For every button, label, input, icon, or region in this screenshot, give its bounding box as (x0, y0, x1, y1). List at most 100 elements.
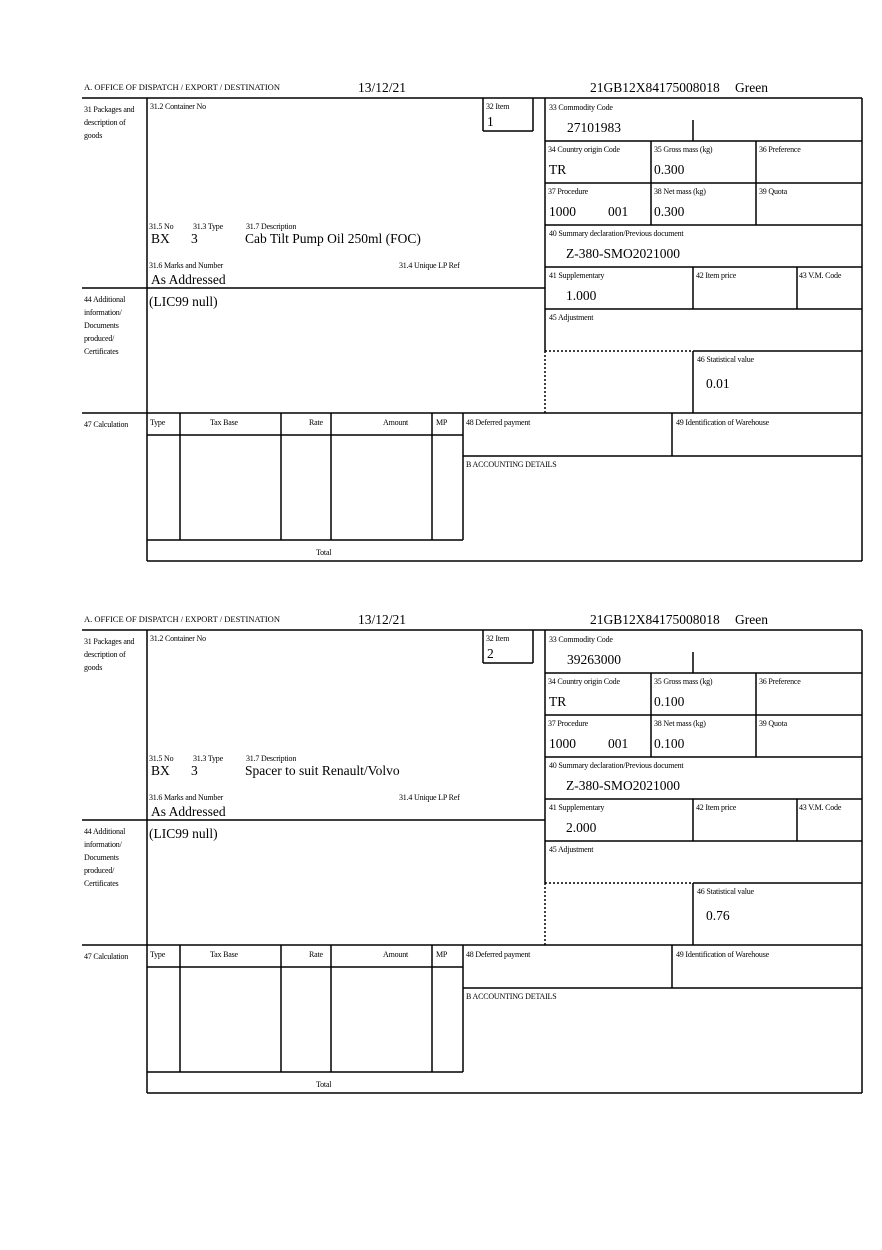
reference-number: 21GB12X84175008018 (590, 612, 720, 627)
label-37: 37 Procedure (548, 187, 589, 196)
col-rate: Rate (309, 418, 323, 427)
procedure-extra: 001 (608, 204, 629, 219)
item-declaration-block: A. OFFICE OF DISPATCH / EXPORT / DESTINA… (0, 0, 882, 570)
label-47: 47 Calculation (84, 952, 129, 961)
item-number: 2 (487, 646, 494, 661)
label-44: 44 Additional information/ Documents pro… (84, 295, 126, 356)
label-41: 41 Supplementary (549, 271, 605, 280)
label-34: 34 Country origin Code (548, 677, 620, 686)
statistical-value: 0.76 (706, 908, 730, 923)
supplementary: 2.000 (566, 820, 597, 835)
net-mass: 0.100 (654, 736, 685, 751)
label-39: 39 Quota (759, 719, 787, 728)
status: Green (735, 80, 768, 95)
label-31-7: 31.7 Description (246, 222, 297, 231)
label-38: 38 Net mass (kg) (654, 187, 706, 196)
office-heading: A. OFFICE OF DISPATCH / EXPORT / DESTINA… (84, 614, 280, 624)
additional-info: (LIC99 null) (149, 294, 218, 309)
gross-mass: 0.300 (654, 162, 685, 177)
commodity-code: 27101983 (567, 120, 621, 135)
label-35: 35 Gross mass (kg) (654, 145, 713, 154)
label-31-2: 31.2 Container No (150, 102, 206, 111)
label-46: 46 Statistical value (697, 887, 754, 896)
label-31-packages: 31 Packages and description of goods (84, 637, 135, 672)
label-46: 46 Statistical value (697, 355, 754, 364)
country-origin: TR (549, 694, 567, 709)
procedure-extra: 001 (608, 736, 629, 751)
col-mp: MP (436, 950, 448, 959)
date: 13/12/21 (358, 612, 407, 627)
label-31-packages: 31 Packages and description of goods (84, 105, 135, 140)
label-31-6: 31.6 Marks and Number (149, 793, 224, 802)
label-36: 36 Preference (759, 677, 801, 686)
procedure: 1000 (549, 736, 576, 751)
label-38: 38 Net mass (kg) (654, 719, 706, 728)
statistical-value: 0.01 (706, 376, 730, 391)
col-tax-base: Tax Base (210, 950, 238, 959)
accounting-details: B ACCOUNTING DETAILS (466, 460, 557, 469)
label-31-7: 31.7 Description (246, 754, 297, 763)
label-31-5: 31.5 No (149, 754, 174, 763)
label-42: 42 Item price (696, 271, 737, 280)
label-42: 42 Item price (696, 803, 737, 812)
supplementary: 1.000 (566, 288, 597, 303)
country-origin: TR (549, 162, 567, 177)
label-33: 33 Commodity Code (549, 635, 613, 644)
package-no: BX (151, 763, 170, 778)
label-35: 35 Gross mass (kg) (654, 677, 713, 686)
label-47: 47 Calculation (84, 420, 129, 429)
label-31-5: 31.5 No (149, 222, 174, 231)
item-declaration-block: A. OFFICE OF DISPATCH / EXPORT / DESTINA… (0, 532, 882, 1102)
col-amount: Amount (383, 418, 409, 427)
col-rate: Rate (309, 950, 323, 959)
label-31-3: 31.3 Type (193, 222, 223, 231)
label-31-2: 31.2 Container No (150, 634, 206, 643)
label-44: 44 Additional information/ Documents pro… (84, 827, 126, 888)
package-no: BX (151, 231, 170, 246)
col-type: Type (150, 950, 166, 959)
date: 13/12/21 (358, 80, 407, 95)
label-32-item: 32 Item (486, 102, 510, 111)
previous-document: Z-380-SMO2021000 (566, 778, 680, 793)
label-31-6: 31.6 Marks and Number (149, 261, 224, 270)
label-43: 43 V.M. Code (799, 803, 842, 812)
label-49: 49 Identification of Warehouse (676, 418, 769, 427)
item-number: 1 (487, 114, 494, 129)
label-37: 37 Procedure (548, 719, 589, 728)
label-48: 48 Deferred payment (466, 418, 531, 427)
label-45: 45 Adjustment (549, 845, 594, 854)
form-grid-lines (82, 97, 863, 562)
status: Green (735, 612, 768, 627)
gross-mass: 0.100 (654, 694, 685, 709)
marks: As Addressed (151, 804, 226, 819)
additional-info: (LIC99 null) (149, 826, 218, 841)
previous-document: Z-380-SMO2021000 (566, 246, 680, 261)
col-mp: MP (436, 418, 448, 427)
package-type: 3 (191, 231, 198, 246)
accounting-details: B ACCOUNTING DETAILS (466, 992, 557, 1001)
col-tax-base: Tax Base (210, 418, 238, 427)
label-34: 34 Country origin Code (548, 145, 620, 154)
col-type: Type (150, 418, 166, 427)
office-heading: A. OFFICE OF DISPATCH / EXPORT / DESTINA… (84, 82, 280, 92)
commodity-code: 39263000 (567, 652, 621, 667)
label-43: 43 V.M. Code (799, 271, 842, 280)
total-label: Total (316, 548, 332, 557)
reference-number: 21GB12X84175008018 (590, 80, 720, 95)
label-48: 48 Deferred payment (466, 950, 531, 959)
net-mass: 0.300 (654, 204, 685, 219)
marks: As Addressed (151, 272, 226, 287)
total-label: Total (316, 1080, 332, 1089)
label-40: 40 Summary declaration/Previous document (549, 761, 684, 770)
label-31-4: 31.4 Unique LP Ref (399, 793, 460, 802)
label-31-4: 31.4 Unique LP Ref (399, 261, 460, 270)
label-32-item: 32 Item (486, 634, 510, 643)
label-33: 33 Commodity Code (549, 103, 613, 112)
label-40: 40 Summary declaration/Previous document (549, 229, 684, 238)
goods-description: Spacer to suit Renault/Volvo (245, 763, 400, 778)
label-39: 39 Quota (759, 187, 787, 196)
label-36: 36 Preference (759, 145, 801, 154)
label-41: 41 Supplementary (549, 803, 605, 812)
procedure: 1000 (549, 204, 576, 219)
form-grid-lines (82, 629, 863, 1094)
